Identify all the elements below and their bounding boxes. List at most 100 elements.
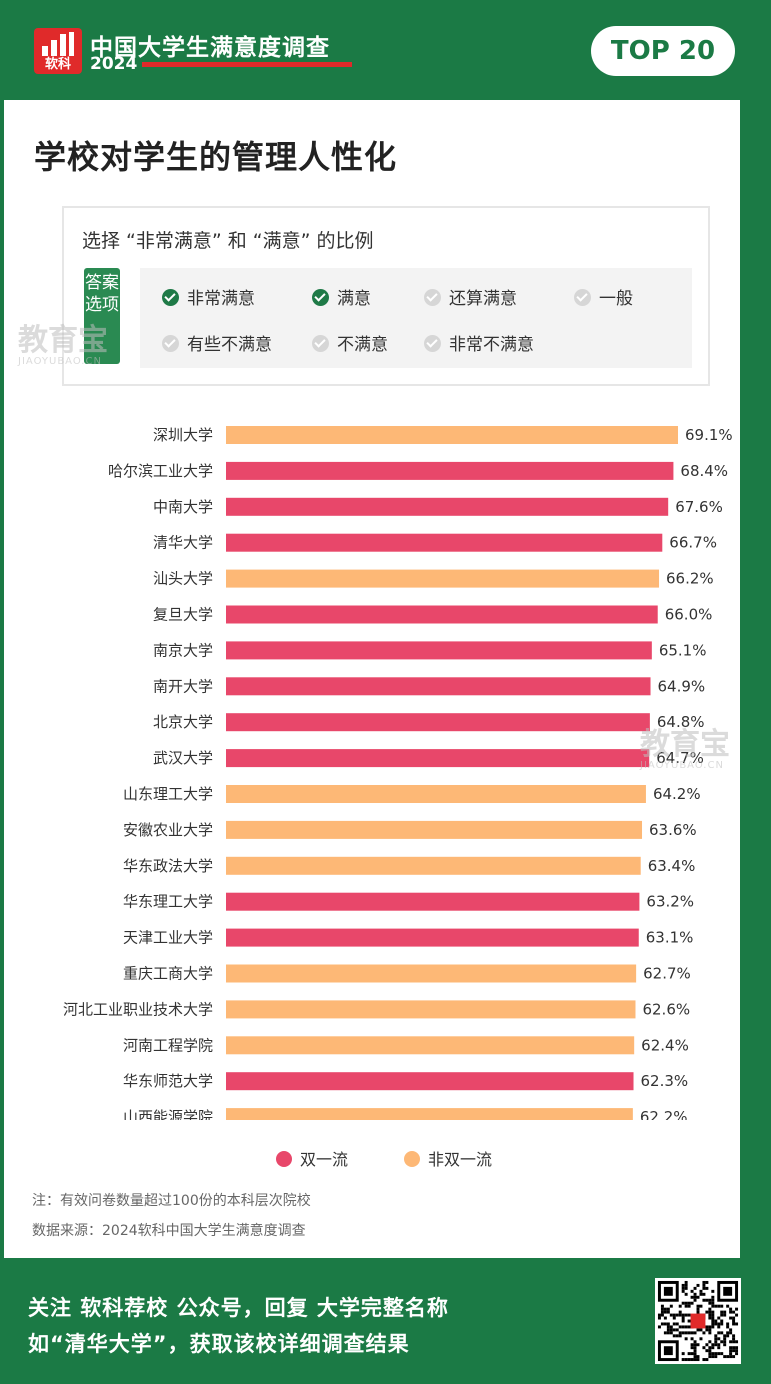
- bar: [226, 605, 658, 624]
- value-label: 66.0%: [665, 606, 713, 624]
- header: 软科 中国大学生满意度调查 2024 TOP 20: [0, 0, 771, 100]
- bar: [226, 749, 650, 768]
- value-label: 64.9%: [658, 677, 706, 695]
- option-item: 还算满意: [424, 284, 517, 309]
- answer-options-tag: 答案选项: [84, 268, 120, 364]
- option-item: 有些不满意: [162, 330, 272, 355]
- bar: [226, 964, 637, 983]
- legend-item-non-double-first-class: 非双一流: [404, 1146, 492, 1170]
- bar: [226, 497, 669, 516]
- value-label: 62.3%: [641, 1072, 689, 1090]
- value-label: 63.2%: [646, 893, 694, 911]
- brand-underline: [142, 62, 352, 67]
- value-label: 63.1%: [646, 929, 694, 947]
- bar: [226, 820, 643, 839]
- bar: [226, 569, 660, 588]
- top-badge: TOP 20: [591, 26, 735, 76]
- options-panel: 非常满意 满意 还算满意 一般 有些不满意 不满意 非常不满意: [140, 268, 692, 368]
- option-item: 满意: [312, 284, 371, 309]
- category-label: 中南大学: [153, 498, 213, 516]
- watermark: 教育宝 JIAOYUBAO.CN: [18, 323, 108, 368]
- brand-title: 中国大学生满意度调查: [90, 35, 330, 61]
- legend-item-double-first-class: 双一流: [276, 1146, 348, 1170]
- answer-options-box: 选择 “非常满意” 和 “满意” 的比例 答案选项 非常满意 满意 还算满意 一…: [62, 206, 710, 386]
- chart-legend: 双一流 非双一流: [4, 1144, 740, 1170]
- brand-logo: 软科: [34, 28, 82, 74]
- check-icon: [424, 335, 441, 352]
- bar: [226, 426, 678, 444]
- bar: [226, 461, 674, 480]
- qr-code-icon: [655, 1278, 741, 1364]
- value-label: 67.6%: [675, 498, 723, 516]
- value-label: 62.2%: [640, 1108, 688, 1120]
- category-label: 哈尔滨工业大学: [108, 462, 213, 480]
- value-label: 62.4%: [641, 1036, 689, 1054]
- value-label: 64.7%: [656, 749, 704, 767]
- category-label: 武汉大学: [153, 749, 213, 767]
- value-label: 62.7%: [643, 965, 691, 983]
- check-icon: [162, 289, 179, 306]
- brand-year: 2024: [90, 54, 138, 74]
- option-item: 非常满意: [162, 284, 255, 309]
- bar-chart: 深圳大学 69.1% 哈尔滨工业大学 68.4% 中南大学 67.6% 清华大学 66.7% 汕…: [63, 426, 733, 1120]
- value-label: 63.6%: [649, 821, 697, 839]
- category-label: 天津工业大学: [123, 929, 213, 947]
- option-item: 非常不满意: [424, 330, 534, 355]
- category-label: 清华大学: [153, 534, 213, 552]
- category-label: 华东师范大学: [123, 1072, 213, 1090]
- legend-dot-icon: [404, 1151, 420, 1167]
- bar: [226, 856, 641, 875]
- bar: [226, 1072, 634, 1091]
- bar: [226, 677, 651, 696]
- category-label: 安徽农业大学: [123, 821, 213, 839]
- bar: [226, 1000, 636, 1019]
- value-label: 68.4%: [680, 462, 728, 480]
- option-item: 一般: [574, 284, 633, 309]
- category-label: 深圳大学: [153, 426, 213, 444]
- category-label: 河南工程学院: [123, 1036, 213, 1054]
- category-label: 山东理工大学: [123, 785, 213, 803]
- bar: [226, 785, 646, 803]
- category-label: 汕头大学: [153, 570, 213, 588]
- value-label: 64.2%: [653, 785, 701, 803]
- value-label: 66.7%: [669, 534, 717, 552]
- bar-logo-icon: [42, 32, 74, 56]
- category-label: 南京大学: [153, 641, 213, 659]
- watermark: 教育宝 JIAOYUBAO.CN: [640, 727, 730, 772]
- value-label: 66.2%: [666, 570, 714, 588]
- value-label: 69.1%: [685, 426, 733, 444]
- note-sample: 注：有效问卷数量超过100份的本科层次院校: [32, 1193, 311, 1209]
- category-label: 南开大学: [153, 677, 213, 695]
- check-icon: [424, 289, 441, 306]
- note-source: 数据来源：2024软科中国大学生满意度调查: [32, 1223, 306, 1239]
- content-card: 学校对学生的管理人性化 选择 “非常满意” 和 “满意” 的比例 答案选项 非常…: [4, 100, 740, 1258]
- page-title: 学校对学生的管理人性化: [34, 138, 398, 176]
- category-label: 华东理工大学: [123, 893, 213, 911]
- bar: [226, 533, 663, 552]
- category-label: 山西能源学院: [123, 1108, 213, 1120]
- value-label: 65.1%: [659, 641, 707, 659]
- bar: [226, 892, 640, 911]
- footer: 关注 软科荐校 公众号，回复 大学完整名称 如“清华大学”，获取该校详细调查结果: [0, 1258, 771, 1384]
- options-heading: 选择 “非常满意” 和 “满意” 的比例: [82, 230, 374, 252]
- check-icon: [162, 335, 179, 352]
- check-icon: [312, 335, 329, 352]
- option-item: 不满意: [312, 330, 388, 355]
- value-label: 63.4%: [648, 857, 696, 875]
- bar: [226, 1036, 635, 1055]
- logo-text: 软科: [44, 57, 71, 72]
- category-label: 复旦大学: [153, 606, 213, 624]
- bar: [226, 1108, 633, 1120]
- category-label: 华东政法大学: [123, 857, 213, 875]
- footer-line-2: 如“清华大学”，获取该校详细调查结果: [28, 1332, 410, 1356]
- bar: [226, 713, 650, 732]
- check-icon: [574, 289, 591, 306]
- footer-line-1: 关注 软科荐校 公众号，回复 大学完整名称: [28, 1296, 449, 1320]
- category-label: 重庆工商大学: [123, 965, 213, 983]
- legend-dot-icon: [276, 1151, 292, 1167]
- category-label: 河北工业职业技术大学: [63, 1000, 213, 1018]
- bar: [226, 928, 639, 947]
- check-icon: [312, 289, 329, 306]
- category-label: 北京大学: [153, 713, 213, 731]
- bar: [226, 641, 652, 660]
